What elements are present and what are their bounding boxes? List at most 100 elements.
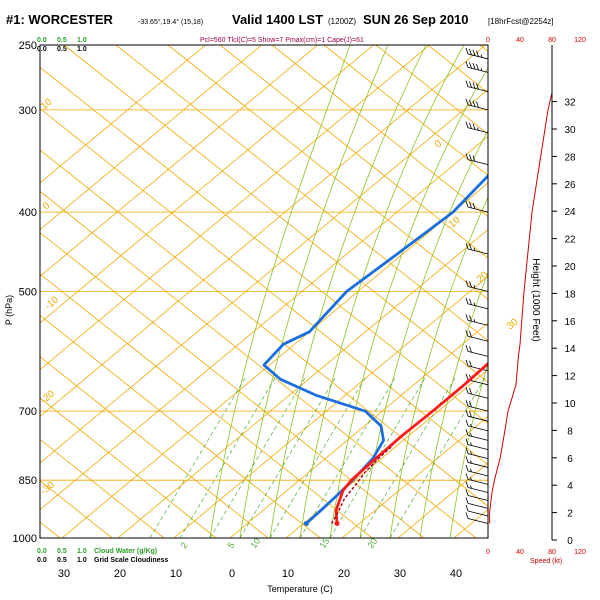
temperature-tick-label: 30	[394, 568, 406, 580]
wind-barb	[465, 242, 489, 255]
isotherm-line	[40, 45, 262, 231]
speed-axis-title: Speed (kt)	[530, 558, 562, 565]
wind-barb	[465, 80, 489, 92]
temperature-tick-label: 10	[282, 568, 294, 580]
dry-adiabat-line	[40, 190, 477, 538]
cloud-water-label: Cloud Water (g/Kg)	[94, 548, 157, 555]
dry-adiabat-line	[115, 45, 488, 342]
speed-top-120: 120	[574, 37, 586, 44]
wind-barb	[465, 387, 489, 399]
parcel-path-line	[330, 444, 394, 524]
mixing-ratio-line	[239, 377, 336, 538]
moist-adiabat-line	[299, 45, 465, 538]
wind-barb	[465, 497, 489, 509]
mixing-ratio-line	[179, 377, 276, 538]
temperature-tick-label: 40	[450, 568, 462, 580]
dry-adiabat-line	[40, 232, 425, 538]
wind-barb	[465, 419, 489, 432]
mixing-ratio-label: 5	[225, 540, 236, 550]
dry-adiabat-line	[271, 45, 488, 218]
height-tick-label: 18	[564, 289, 576, 300]
isotherm-label: -20	[39, 388, 57, 406]
forecast-info: [18hrFcst@2254z]	[488, 17, 553, 26]
wind-barb	[465, 438, 489, 451]
wind-barb	[465, 345, 489, 357]
height-axis-title: Height (1000 Feet)	[530, 258, 541, 341]
dry-adiabat-line	[40, 273, 373, 538]
moist-adiabat-line	[389, 196, 488, 538]
dewpoint-profile-line	[262, 173, 488, 525]
height-tick-label: 2	[567, 509, 573, 520]
dry-adiabat-line	[40, 397, 217, 538]
temperature-tick-label: 20	[338, 568, 350, 580]
pressure-tick-label: 250	[19, 40, 37, 52]
pressure-tick-label: 300	[19, 105, 37, 117]
mixing-ratio-line	[149, 377, 246, 538]
wind-barb	[465, 447, 489, 460]
wind-barb	[465, 429, 489, 441]
mixing-ratio-line	[389, 377, 486, 538]
isotherm-line	[40, 45, 430, 371]
dry-adiabat-line	[375, 45, 488, 135]
wind-barb	[465, 201, 489, 213]
wind-barb	[465, 489, 489, 501]
isotherm-line	[40, 135, 488, 511]
valid-date: SUN 26 Sep 2010	[363, 12, 469, 27]
mixing-ratio-line	[209, 377, 306, 538]
x-axis-title: Temperature (C)	[267, 584, 333, 594]
pressure-tick-label: 500	[19, 287, 37, 299]
top-black-0: 0.0	[37, 46, 47, 53]
speed-bottom-40: 40	[516, 549, 524, 556]
height-tick-label: 8	[567, 426, 573, 437]
height-tick-label: 26	[564, 180, 576, 191]
height-tick-label: 12	[564, 372, 576, 383]
wind-barb	[465, 98, 489, 111]
wind-barb	[465, 314, 489, 326]
isotherm-line	[40, 45, 206, 184]
wind-speed-profile-line	[489, 90, 552, 524]
pressure-tick-label: 1000	[13, 533, 37, 545]
mixing-ratio-label: 20	[365, 536, 379, 550]
dry-adiabat-line	[40, 314, 321, 538]
isotherm-line	[173, 275, 488, 538]
moist-adiabat-line	[329, 67, 488, 538]
mixing-ratio-label: 2	[178, 540, 189, 550]
surface-dewpoint-marker	[303, 520, 309, 526]
top-green-1: 0.5	[57, 37, 67, 44]
top-black-2: 1.0	[77, 46, 87, 53]
mixing-ratio-line	[299, 377, 396, 538]
temperature-tick-label: 10	[170, 568, 182, 580]
surface-temperature-marker	[334, 520, 340, 526]
isotherm-line	[341, 415, 488, 538]
pressure-tick-label: 400	[19, 207, 37, 219]
pressure-tick-label: 850	[19, 475, 37, 487]
speed-bottom-80: 80	[548, 549, 556, 556]
station-title: #1: WORCESTER	[6, 12, 114, 27]
dry-adiabat-line	[40, 66, 488, 425]
parcel-indices: Pcl=560 Tlcl(C)=5 Show=7 Pmax(cm)=1 Cape…	[200, 37, 364, 44]
bottom-black-2: 1.0	[77, 557, 87, 564]
wind-barb	[465, 456, 489, 468]
isotherm-line	[40, 89, 488, 464]
bottom-black-0: 0.0	[37, 557, 47, 564]
speed-bottom-0: 0	[486, 549, 490, 556]
isotherm-label: -10	[43, 294, 61, 312]
isotherm-label: 30	[505, 316, 521, 332]
wind-barb	[465, 464, 489, 477]
dry-adiabat-line	[167, 45, 488, 300]
temperature-tick-label: 0	[229, 568, 235, 580]
height-tick-label: 28	[564, 152, 576, 163]
mixing-ratio-label: 15	[317, 536, 331, 550]
moist-adiabat-line	[239, 45, 389, 538]
plot-frame	[39, 44, 489, 539]
y-axis-title: P (hPa)	[4, 295, 14, 325]
wind-barb	[465, 121, 489, 134]
temperature-tick-label: 30	[58, 568, 70, 580]
height-tick-label: 20	[564, 262, 576, 273]
isotherm-line	[40, 45, 374, 324]
pressure-tick-label: 700	[19, 406, 37, 418]
station-location: -33.65°,19.4° (15,18)	[138, 18, 203, 26]
bottom-black-1: 0.5	[57, 557, 67, 564]
grid-cloudiness-label: Grid Scale Cloudiness	[94, 557, 168, 564]
